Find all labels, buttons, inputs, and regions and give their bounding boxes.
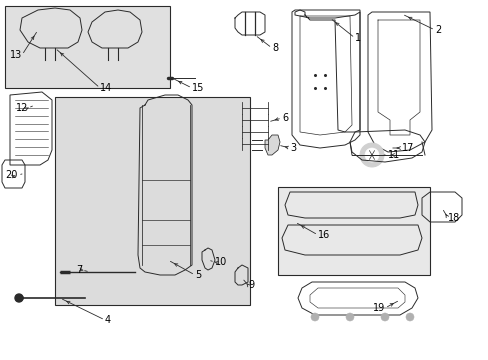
Text: 13: 13: [10, 50, 22, 60]
Text: 1: 1: [354, 33, 360, 43]
Text: 5: 5: [195, 270, 201, 280]
Circle shape: [310, 313, 318, 321]
Text: 14: 14: [100, 83, 112, 93]
Circle shape: [346, 313, 353, 321]
Text: 4: 4: [105, 315, 111, 325]
Circle shape: [364, 148, 378, 162]
FancyBboxPatch shape: [55, 97, 249, 305]
Text: 19: 19: [372, 303, 384, 313]
Text: 7: 7: [76, 265, 82, 275]
FancyBboxPatch shape: [278, 187, 429, 275]
FancyBboxPatch shape: [5, 6, 170, 88]
Polygon shape: [264, 135, 280, 155]
Text: 15: 15: [192, 83, 204, 93]
Text: 6: 6: [282, 113, 287, 123]
Circle shape: [359, 143, 383, 167]
Circle shape: [405, 313, 413, 321]
Text: 8: 8: [271, 43, 278, 53]
Text: 16: 16: [317, 230, 329, 240]
Text: 18: 18: [447, 213, 459, 223]
Text: 2: 2: [434, 25, 440, 35]
Text: 11: 11: [387, 150, 400, 160]
Text: 10: 10: [215, 257, 227, 267]
Text: 17: 17: [401, 143, 413, 153]
Text: 12: 12: [16, 103, 28, 113]
Text: 3: 3: [289, 143, 296, 153]
Circle shape: [380, 313, 388, 321]
Text: 20: 20: [6, 170, 18, 180]
Circle shape: [15, 294, 23, 302]
Text: 9: 9: [247, 280, 254, 290]
